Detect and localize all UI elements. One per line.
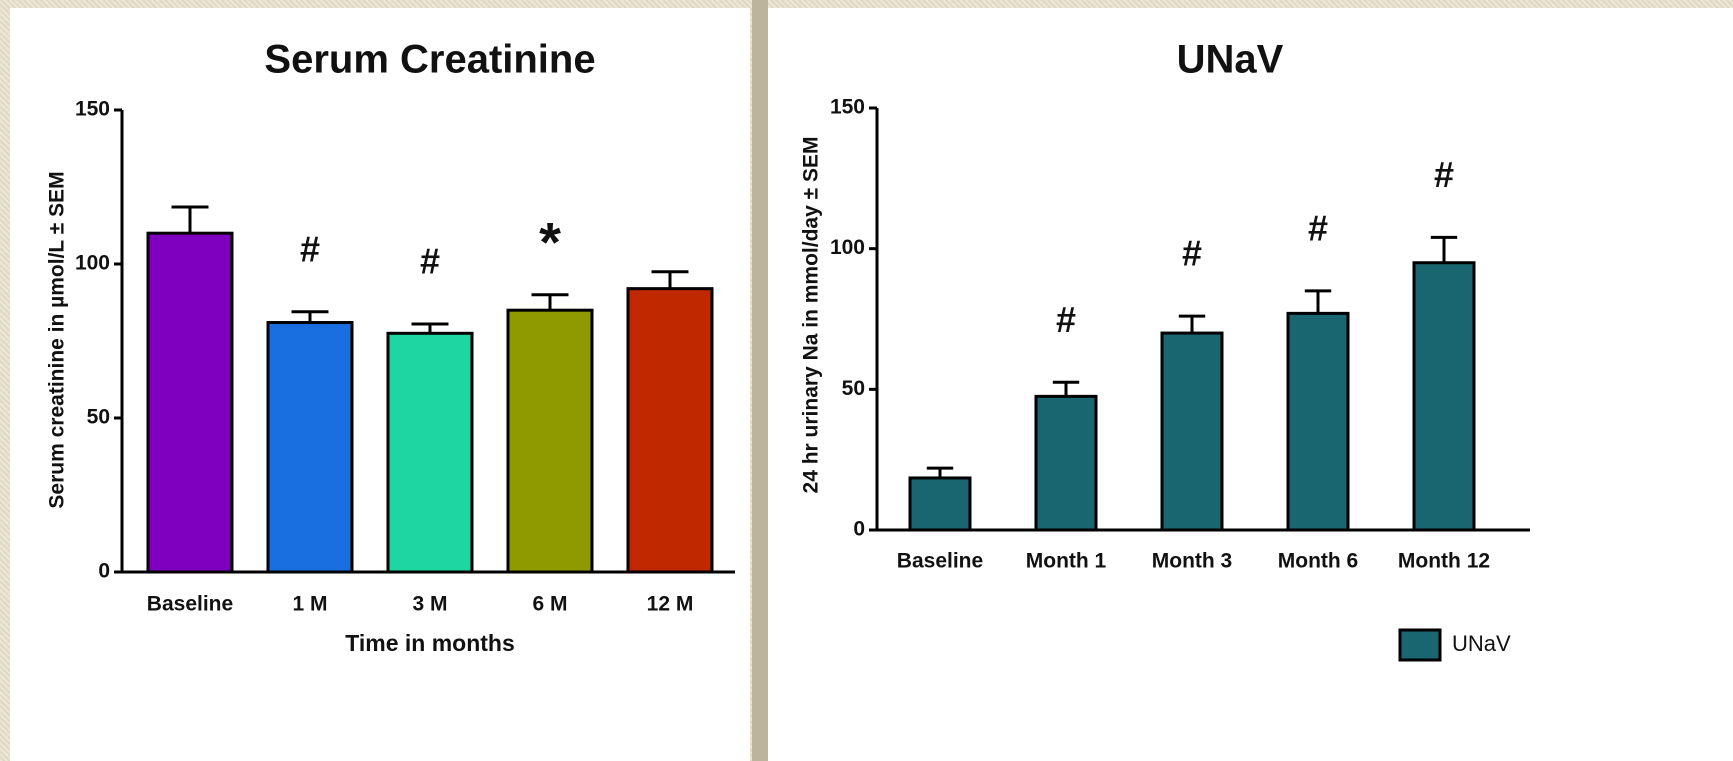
- bar: [146, 231, 234, 574]
- bar: [1160, 331, 1224, 532]
- y-tick-label: 100: [75, 252, 110, 275]
- bar: [626, 287, 714, 574]
- bar: [1412, 261, 1476, 532]
- x-tick-label: Baseline: [897, 550, 983, 573]
- x-tick-label: 6 M: [532, 593, 567, 616]
- y-axis-title: 24 hr urinary Na in mmol/day ± SEM: [800, 137, 823, 494]
- y-tick-label: 150: [830, 96, 865, 119]
- x-tick-label: 3 M: [412, 593, 447, 616]
- x-tick-label: 1 M: [292, 593, 327, 616]
- annotation: #: [1434, 154, 1454, 195]
- bar: [386, 331, 474, 574]
- legend-swatch: [1398, 628, 1442, 662]
- legend-label: UNaV: [1452, 631, 1511, 656]
- bar: [908, 476, 972, 532]
- y-axis-title: Serum creatinine in µmol/L ± SEM: [46, 171, 69, 508]
- annotation: #: [1056, 299, 1076, 340]
- y-tick-label: 100: [830, 236, 865, 259]
- x-axis-title: Time in months: [345, 630, 515, 656]
- y-tick-label: 0: [853, 518, 865, 541]
- annotation: #: [1308, 207, 1328, 248]
- x-tick-label: Month 12: [1398, 550, 1490, 573]
- chart-title: Serum Creatinine: [264, 38, 595, 82]
- annotation: #: [300, 228, 320, 269]
- bar: [1286, 311, 1350, 532]
- chart-title: UNaV: [1177, 38, 1284, 82]
- y-tick-label: 50: [842, 377, 865, 400]
- divider: [752, 0, 768, 761]
- x-tick-label: 12 M: [647, 593, 694, 616]
- annotation: #: [1182, 233, 1202, 274]
- annotation: #: [420, 241, 440, 282]
- y-tick-label: 150: [75, 98, 110, 121]
- bar: [506, 308, 594, 574]
- bar: [266, 321, 354, 574]
- x-tick-label: Month 6: [1278, 550, 1358, 573]
- bar: [1034, 394, 1098, 532]
- y-tick-label: 0: [98, 560, 110, 583]
- x-tick-label: Month 1: [1026, 550, 1107, 573]
- annotation: *: [539, 211, 561, 274]
- panel-right: [768, 8, 1733, 761]
- x-tick-label: Baseline: [147, 593, 233, 616]
- x-tick-label: Month 3: [1152, 550, 1232, 573]
- y-tick-label: 50: [87, 406, 110, 429]
